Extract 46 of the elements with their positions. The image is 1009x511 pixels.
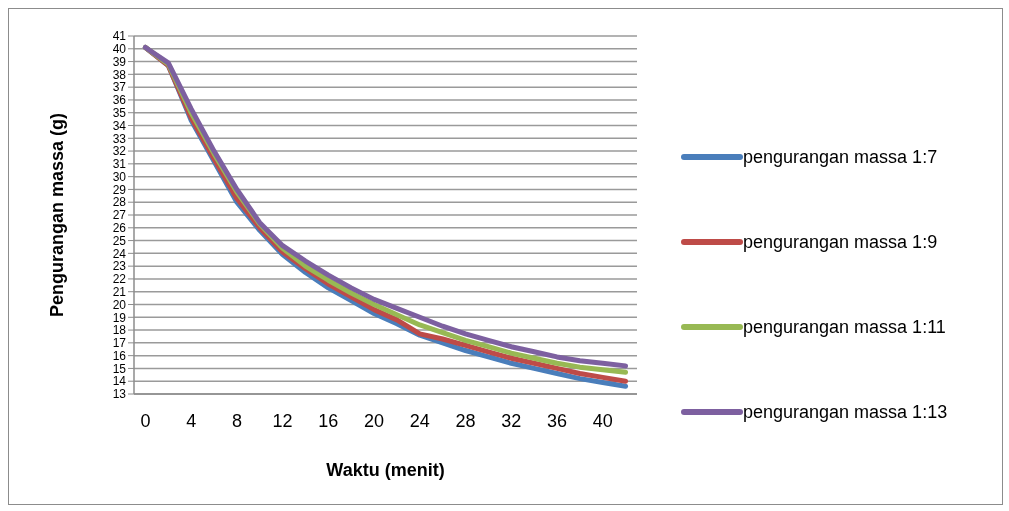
x-tick-label: 16 <box>318 410 339 431</box>
y-tick-label: 17 <box>112 336 127 351</box>
y-tick-label: 21 <box>112 284 127 299</box>
y-tick-label: 38 <box>112 67 127 82</box>
x-tick-label: 0 <box>140 410 151 431</box>
x-tick-label: 32 <box>501 410 522 431</box>
y-tick-label: 14 <box>112 374 127 389</box>
y-tick-label: 13 <box>112 387 127 402</box>
y-tick-label: 19 <box>112 310 127 325</box>
x-tick-label: 8 <box>231 410 242 431</box>
y-tick-label: 24 <box>112 246 127 261</box>
y-tick-label: 18 <box>112 323 127 338</box>
legend-label: pengurangan massa 1:11 <box>743 315 947 338</box>
x-tick-label: 20 <box>364 410 385 431</box>
y-tick-label: 34 <box>112 118 127 133</box>
x-tick-label: 24 <box>409 410 430 431</box>
y-tick-label: 41 <box>112 29 127 44</box>
legend-label: pengurangan massa 1:7 <box>743 145 939 168</box>
y-tick-label: 33 <box>112 131 127 146</box>
y-axis-title: Pengurangan massa (g) <box>47 112 68 318</box>
y-tick-label: 30 <box>112 169 127 184</box>
x-tick-label: 4 <box>186 410 197 431</box>
x-tick-label: 36 <box>546 410 567 431</box>
y-tick-label: 35 <box>112 105 127 120</box>
x-tick-label: 28 <box>455 410 476 431</box>
legend-label: pengurangan massa 1:9 <box>743 230 939 253</box>
legend-label: pengurangan massa 1:13 <box>743 400 949 423</box>
y-tick-label: 26 <box>112 221 127 236</box>
y-tick-label: 16 <box>112 348 127 363</box>
y-tick-label: 40 <box>112 42 127 57</box>
x-tick-label: 12 <box>272 410 293 431</box>
y-tick-label: 15 <box>112 361 127 376</box>
y-tick-label: 31 <box>112 157 127 172</box>
x-axis-title: Waktu (menit) <box>326 460 445 480</box>
y-tick-label: 36 <box>112 93 127 108</box>
x-tick-label: 40 <box>592 410 613 431</box>
y-tick-label: 27 <box>112 208 127 223</box>
y-tick-label: 32 <box>112 144 127 159</box>
y-tick-label: 22 <box>112 272 127 287</box>
y-tick-label: 29 <box>112 182 127 197</box>
y-tick-label: 23 <box>112 259 127 274</box>
y-tick-label: 20 <box>112 297 127 312</box>
y-tick-label: 28 <box>112 195 127 210</box>
y-tick-label: 37 <box>112 80 127 95</box>
y-tick-label: 25 <box>112 233 127 248</box>
y-tick-label: 39 <box>112 54 127 69</box>
